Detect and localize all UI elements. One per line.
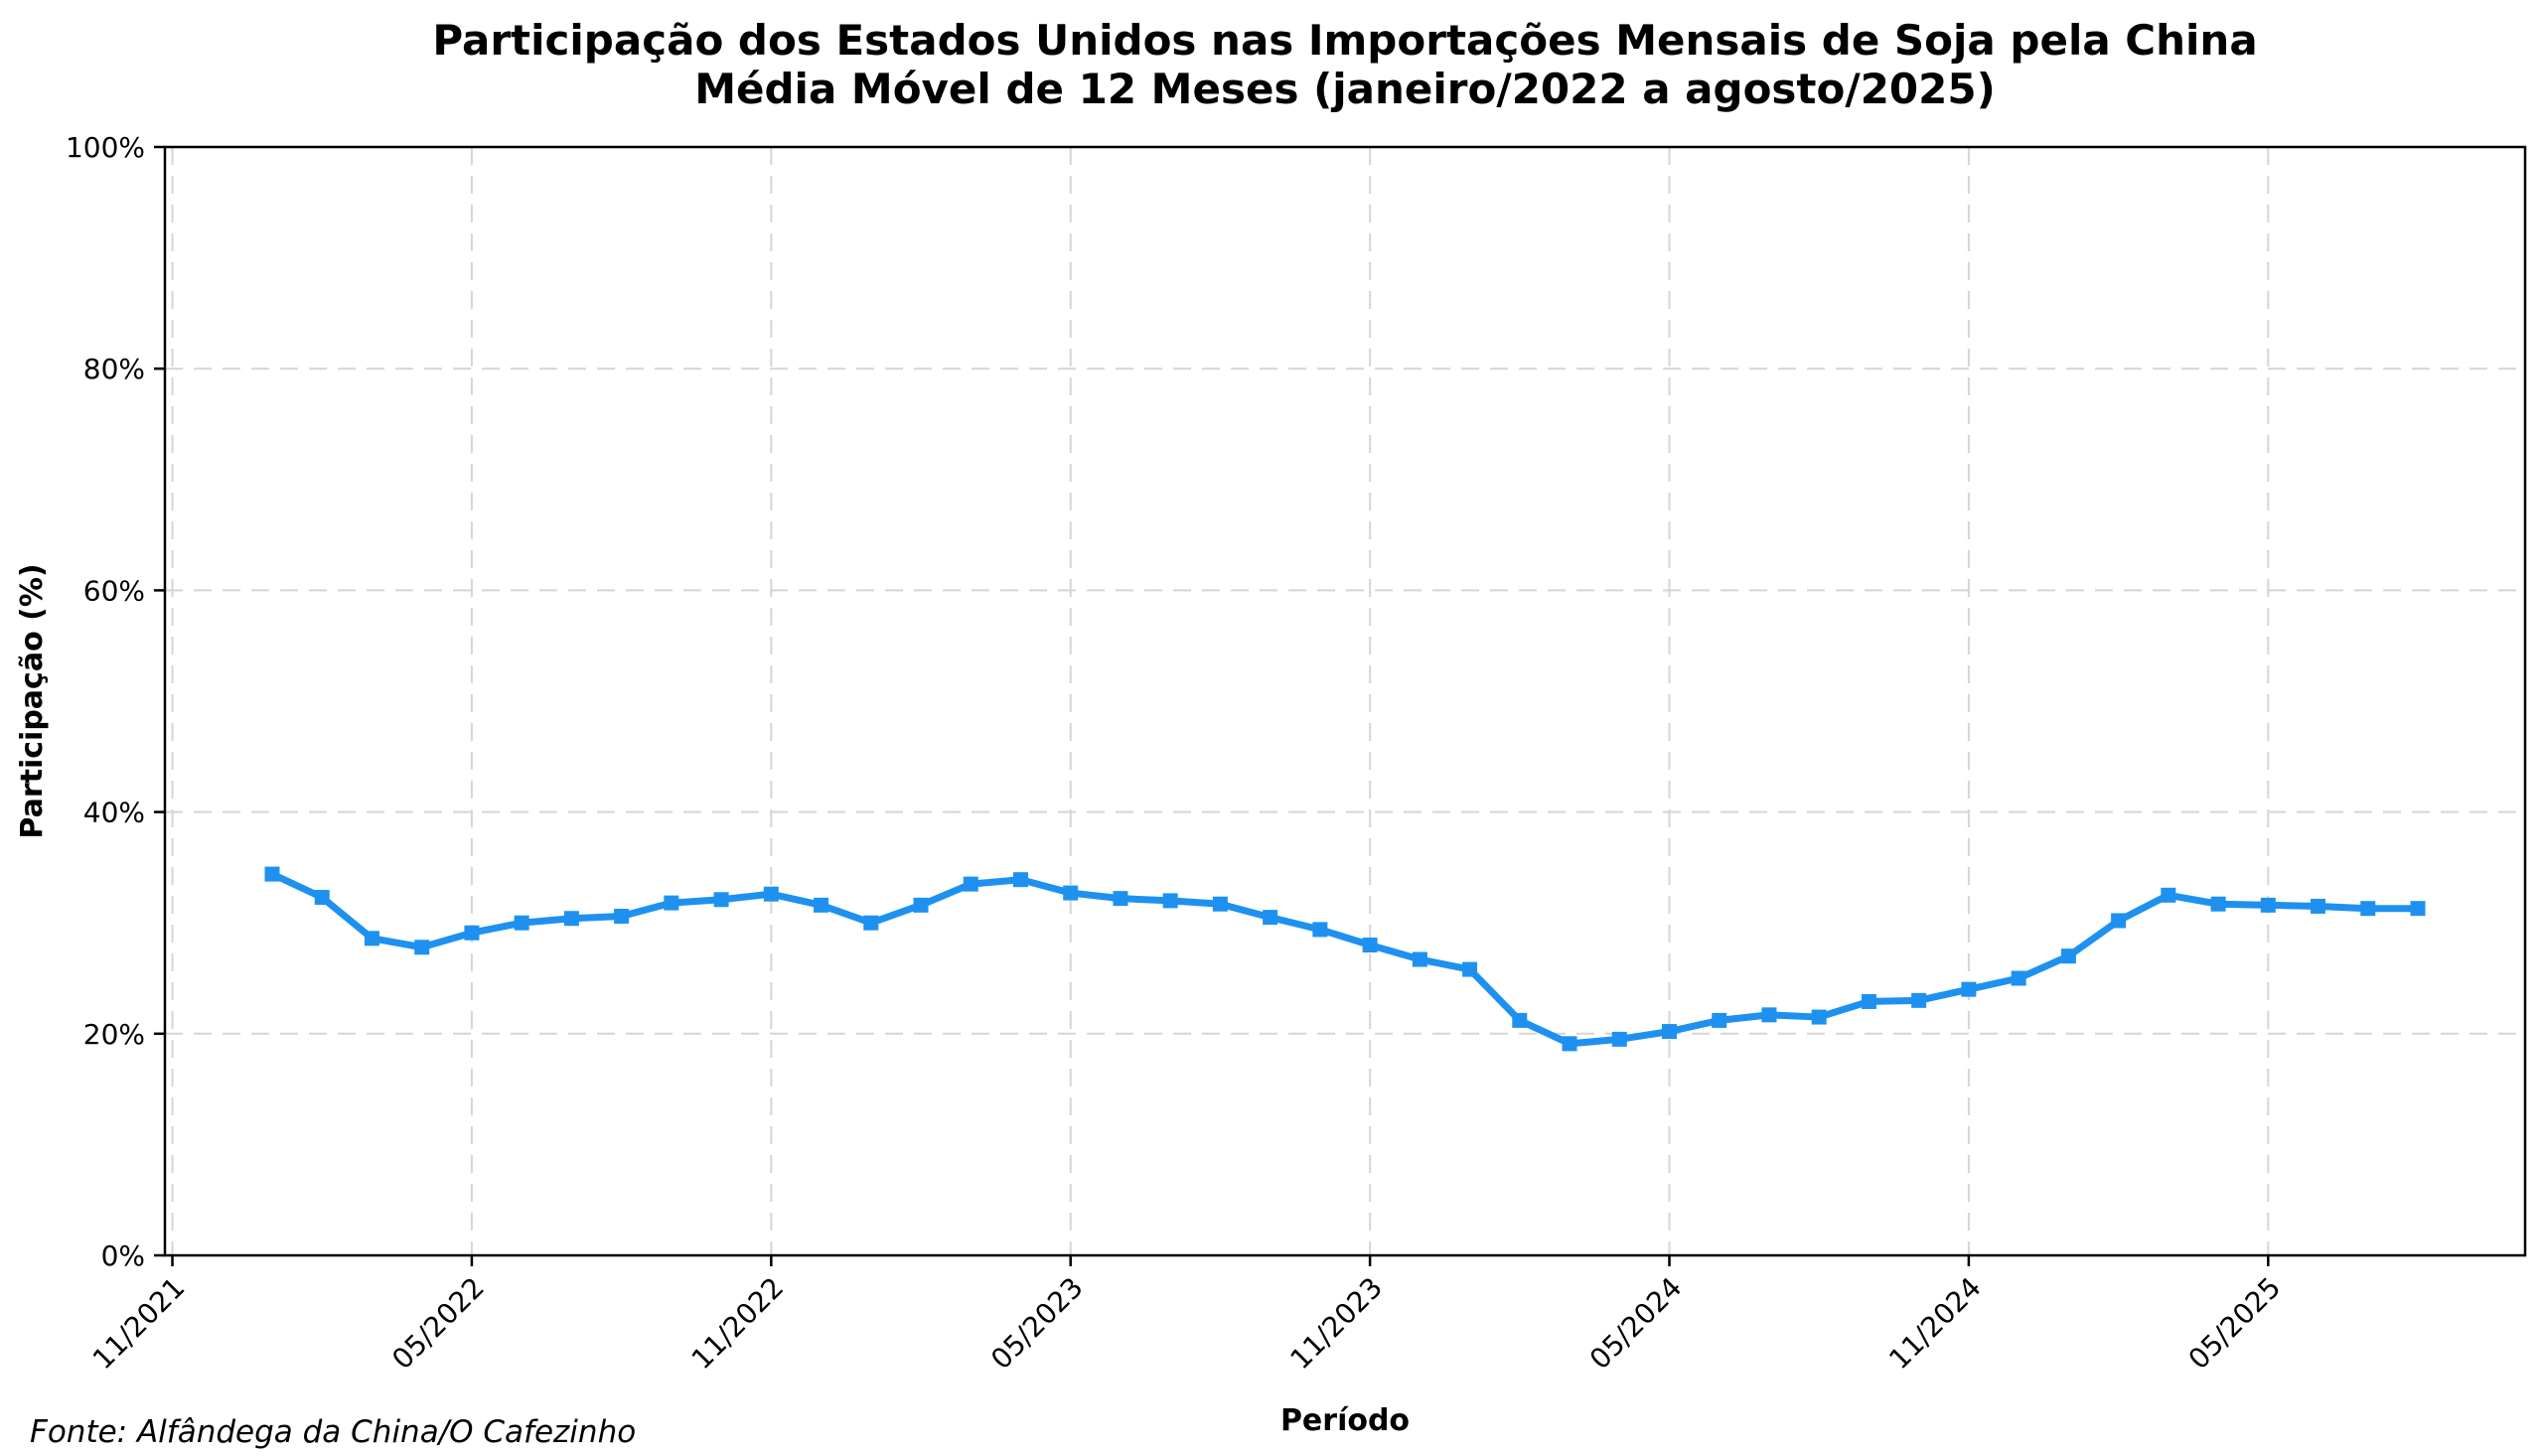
data-point-marker [2311, 898, 2326, 914]
x-tick-label: 11/2024 [1882, 1271, 1988, 1377]
data-point-marker [264, 866, 280, 882]
data-point-marker [314, 890, 330, 906]
data-point-marker [1911, 992, 1927, 1008]
data-point-marker [1611, 1031, 1627, 1047]
x-tick-label: 05/2024 [1583, 1271, 1689, 1377]
data-point-marker [2161, 887, 2176, 903]
data-point-marker [1012, 872, 1028, 888]
data-point-marker [814, 897, 829, 913]
data-point-marker [1312, 922, 1328, 938]
data-point-marker [1462, 961, 1478, 977]
chart-title-line1: Participação dos Estados Unidos nas Impo… [432, 16, 2258, 65]
data-point-marker [1263, 910, 1278, 926]
data-point-marker [763, 886, 779, 902]
x-axis: 11/2021 05/2022 11/2022 05/2023 11/2023 05/20… [86, 1255, 2287, 1376]
data-point-marker [963, 876, 978, 892]
y-tick-label: 80% [83, 353, 145, 385]
data-point-marker [563, 911, 579, 927]
x-tick-label: 05/2022 [385, 1271, 491, 1377]
data-point-marker [2011, 970, 2026, 986]
data-point-marker [464, 925, 480, 941]
data-point-marker [2410, 901, 2426, 917]
data-point-marker [713, 892, 729, 908]
chart-title: Participação dos Estados Unidos nas Impo… [165, 16, 2525, 113]
data-point-marker [2060, 948, 2076, 964]
data-point-marker [863, 915, 879, 931]
x-axis-title: Período [1280, 1403, 1410, 1438]
data-point-marker [1362, 938, 1378, 953]
y-axis-title: Participação (%) [15, 563, 50, 838]
data-point-marker [2260, 897, 2276, 913]
data-point-marker [1512, 1012, 1528, 1028]
data-point-marker [1961, 981, 1977, 997]
y-tick-label: 40% [83, 797, 145, 829]
x-tick-label: 05/2025 [2182, 1271, 2288, 1377]
data-point-marker [1162, 893, 1178, 909]
data-point-marker [414, 940, 430, 955]
data-point-marker [2111, 913, 2127, 929]
data-point-marker [2360, 901, 2376, 917]
data-point-marker [1662, 1024, 1678, 1040]
y-tick-label: 60% [83, 574, 145, 607]
data-point-marker [1861, 993, 1876, 1009]
data-markers [264, 866, 2426, 1052]
y-tick-label: 0% [101, 1239, 145, 1272]
data-point-marker [1063, 885, 1079, 901]
x-tick-label: 11/2021 [86, 1271, 192, 1377]
y-axis: 0% 20% 40% 60% 80% 100% [66, 131, 165, 1272]
source-note: Fonte: Alfândega da China/O Cafezinho [30, 1414, 637, 1450]
data-point-marker [2210, 896, 2226, 912]
data-point-marker [664, 895, 679, 911]
data-point-marker [514, 915, 529, 931]
grid [165, 146, 2525, 1256]
x-tick-label: 11/2023 [1283, 1271, 1389, 1377]
chart-title-line2: Média Móvel de 12 Meses (janeiro/2022 a … [694, 65, 1996, 113]
data-point-marker [913, 897, 929, 913]
data-point-marker [614, 909, 630, 925]
y-tick-label: 100% [66, 131, 145, 164]
data-point-marker [1212, 896, 1228, 912]
data-point-marker [364, 931, 379, 946]
data-point-marker [1761, 1007, 1777, 1023]
x-tick-label: 11/2022 [685, 1271, 791, 1377]
y-tick-label: 20% [83, 1018, 145, 1051]
data-line [268, 870, 2422, 1048]
data-point-marker [1562, 1036, 1577, 1052]
data-point-marker [1412, 951, 1427, 967]
plot-border [163, 145, 2527, 1257]
x-tick-label: 05/2023 [984, 1271, 1090, 1377]
data-point-marker [1712, 1012, 1727, 1028]
data-point-marker [1113, 891, 1128, 907]
data-point-marker [1811, 1009, 1827, 1025]
